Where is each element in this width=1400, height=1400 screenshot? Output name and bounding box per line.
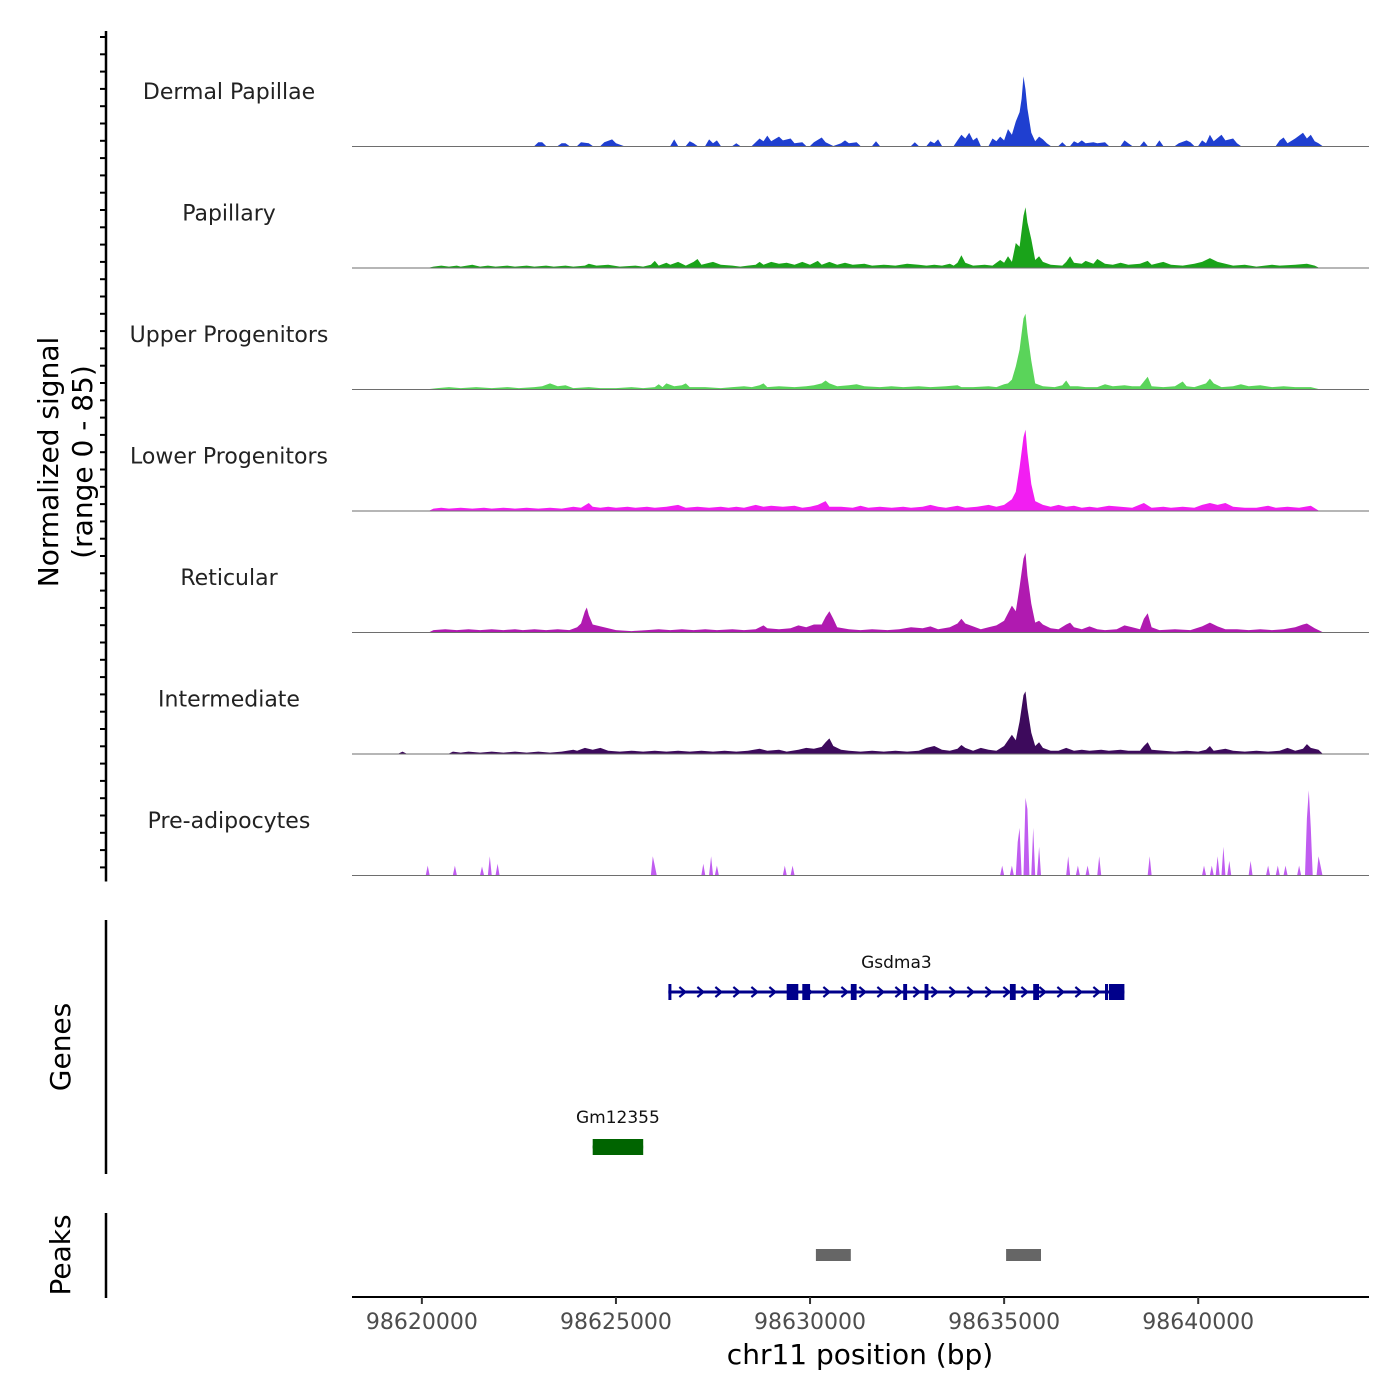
coverage-area (429, 313, 1319, 389)
track-label: Papillary (182, 202, 276, 227)
y-axis-title-range: (range 0 - 85) (66, 365, 99, 559)
strand-arrow (948, 986, 958, 998)
x-tick-label: 98635000 (948, 1310, 1060, 1335)
x-tick-label: 98630000 (754, 1310, 866, 1335)
strand-arrow (1002, 986, 1012, 998)
track-dermal-papillae: Dermal Papillae (143, 76, 1369, 147)
x-axis-title: chr11 position (bp) (727, 1338, 993, 1371)
strand-arrow (1092, 986, 1102, 998)
gene-exon (903, 984, 908, 1000)
peak-region (1006, 1249, 1041, 1261)
strand-arrow (858, 986, 868, 998)
coverage-area (534, 76, 1323, 146)
genes-panel-label: Genes (44, 1003, 77, 1091)
strand-arrow (1020, 986, 1030, 998)
strand-arrow (768, 986, 778, 998)
peak-region (815, 1249, 851, 1261)
track-reticular: Reticular (180, 552, 1369, 633)
peak-regions (815, 1249, 1041, 1261)
strand-arrow (750, 986, 760, 998)
gene-label: Gsdma3 (861, 953, 932, 973)
gene-gm12355: Gm12355 (576, 1108, 660, 1155)
strand-arrow (1056, 986, 1066, 998)
gene-exon (1105, 984, 1108, 1000)
strand-arrow (912, 986, 922, 998)
gene-exon (1108, 984, 1125, 1000)
gene-exon (1009, 984, 1016, 1000)
strand-arrow (1038, 986, 1048, 998)
track-label: Dermal Papillae (143, 80, 315, 105)
gene-exon (592, 1139, 644, 1155)
x-tick-label: 98625000 (560, 1310, 672, 1335)
coverage-area (429, 207, 1319, 268)
coverage-area (429, 552, 1323, 632)
peaks-panel-label: Peaks (44, 1214, 77, 1295)
coverage-y-axis (100, 31, 108, 882)
gene-label: Gm12355 (576, 1108, 660, 1128)
track-pre-adipocytes: Pre-adipocytes (148, 790, 1369, 876)
strand-arrow (732, 986, 742, 998)
track-intermediate: Intermediate (158, 688, 1369, 755)
strand-arrow (876, 986, 886, 998)
coverage-area (398, 691, 1323, 754)
x-tick-label: 98620000 (366, 1310, 478, 1335)
y-axis-title: Normalized signal (range 0 - 85) (32, 337, 99, 588)
coverage-area (429, 429, 1319, 511)
strand-arrow (1074, 986, 1084, 998)
x-axis-ticks: 98620000 98625000 98630000 98635000 98640000 (366, 1297, 1254, 1335)
gene-exon (924, 984, 929, 1000)
strand-arrow (894, 986, 904, 998)
strand-arrow (696, 986, 706, 998)
strand-arrow (930, 986, 940, 998)
track-label: Lower Progenitors (130, 445, 328, 470)
track-lower-progenitors: Lower Progenitors (130, 429, 1369, 512)
strand-arrow (714, 986, 724, 998)
track-label: Reticular (180, 566, 278, 591)
gene-exon (786, 984, 799, 1000)
track-label: Intermediate (158, 688, 300, 713)
gene-exon (668, 984, 672, 1000)
coverage-area (425, 790, 1323, 875)
y-axis-title-main: Normalized signal (32, 337, 65, 588)
strand-arrow (822, 986, 832, 998)
strand-arrow (678, 986, 688, 998)
track-upper-progenitors: Upper Progenitors (130, 313, 1369, 390)
track-papillary: Papillary (182, 202, 1369, 269)
gene-exon (802, 984, 811, 1000)
track-label: Pre-adipocytes (148, 809, 311, 834)
track-label: Upper Progenitors (130, 323, 329, 348)
strand-arrow (984, 986, 994, 998)
strand-arrow (966, 986, 976, 998)
x-tick-label: 98640000 (1142, 1310, 1254, 1335)
strand-arrow (840, 986, 850, 998)
gene-exon (850, 984, 857, 1000)
gene-exon (1033, 984, 1039, 1000)
gene-annotations: Gsdma3 Gm12355 (576, 953, 1125, 1155)
coverage-tracks: Dermal Papillae Papillary Upper Progenitor… (130, 76, 1369, 876)
gene-gsdma3: Gsdma3 (668, 953, 1125, 1000)
